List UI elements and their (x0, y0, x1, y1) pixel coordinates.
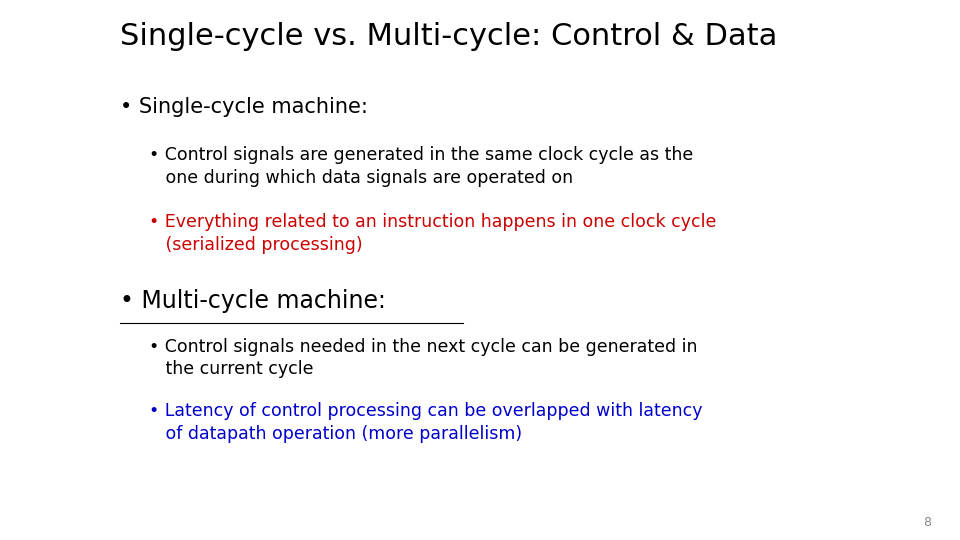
Text: • Latency of control processing can be overlapped with latency
   of datapath op: • Latency of control processing can be o… (149, 402, 703, 443)
Text: • Control signals needed in the next cycle can be generated in
   the current cy: • Control signals needed in the next cyc… (149, 338, 697, 379)
Text: • Everything related to an instruction happens in one clock cycle
   (serialized: • Everything related to an instruction h… (149, 213, 716, 254)
Text: Single-cycle vs. Multi-cycle: Control & Data: Single-cycle vs. Multi-cycle: Control & … (120, 22, 778, 51)
Text: 8: 8 (924, 516, 931, 529)
Text: • Control signals are generated in the same clock cycle as the
   one during whi: • Control signals are generated in the s… (149, 146, 693, 187)
Text: • Single-cycle machine:: • Single-cycle machine: (120, 97, 368, 117)
Text: • Multi-cycle machine:: • Multi-cycle machine: (120, 289, 386, 313)
